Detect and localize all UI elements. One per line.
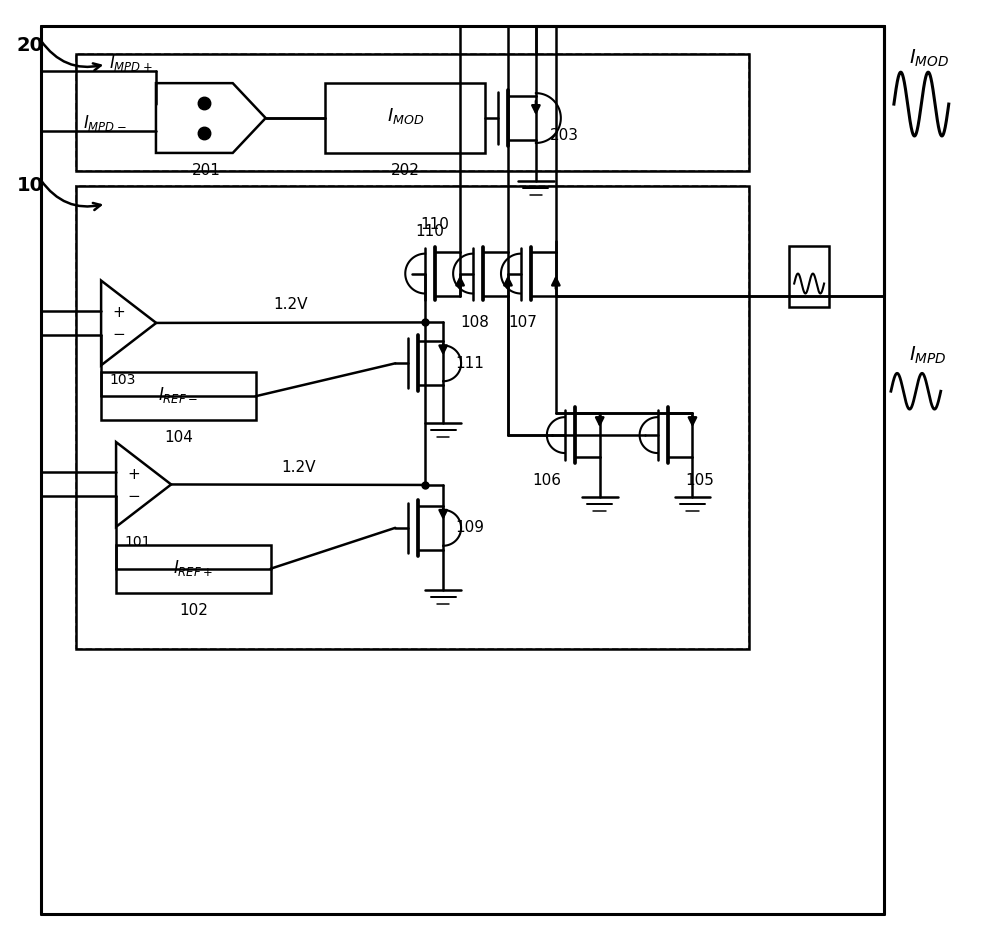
Text: 108: 108 xyxy=(461,315,490,330)
Text: 201: 201 xyxy=(191,163,220,178)
Text: 10: 10 xyxy=(16,176,43,194)
Text: 103: 103 xyxy=(110,373,136,387)
Text: 106: 106 xyxy=(532,473,561,488)
Text: +: + xyxy=(128,467,140,482)
Text: $I_{MPD}$: $I_{MPD}$ xyxy=(909,345,946,366)
Text: 101: 101 xyxy=(125,535,151,549)
Text: $I_{REF-}$: $I_{REF-}$ xyxy=(158,385,198,405)
Text: $-$: $-$ xyxy=(127,487,141,502)
Bar xyxy=(76,54,749,171)
Text: 105: 105 xyxy=(685,473,714,488)
Text: 109: 109 xyxy=(455,520,484,536)
Text: 1.2V: 1.2V xyxy=(281,460,315,475)
Text: 104: 104 xyxy=(164,430,193,445)
Bar xyxy=(116,545,271,593)
Text: 102: 102 xyxy=(179,602,208,618)
Text: $I_{MOD}$: $I_{MOD}$ xyxy=(387,106,424,126)
Text: $I_{MOD}$: $I_{MOD}$ xyxy=(909,48,949,69)
Bar xyxy=(76,186,749,650)
Polygon shape xyxy=(156,83,266,153)
Text: 110: 110 xyxy=(416,223,445,238)
Bar xyxy=(101,372,256,420)
Text: 203: 203 xyxy=(550,128,579,143)
Text: 20: 20 xyxy=(16,36,43,55)
Text: 111: 111 xyxy=(455,356,484,371)
Bar xyxy=(325,83,485,153)
Polygon shape xyxy=(116,442,171,526)
Text: $I_{MPD+}$: $I_{MPD+}$ xyxy=(109,53,153,73)
Text: 110: 110 xyxy=(420,217,449,232)
Text: +: + xyxy=(113,306,125,321)
Bar xyxy=(789,246,829,308)
Polygon shape xyxy=(101,280,156,366)
Text: 1.2V: 1.2V xyxy=(273,297,308,312)
Text: 107: 107 xyxy=(508,315,537,330)
Bar xyxy=(76,186,749,650)
Text: 202: 202 xyxy=(391,163,420,178)
Bar xyxy=(76,54,749,171)
Text: $I_{REF+}$: $I_{REF+}$ xyxy=(173,557,213,578)
Text: $I_{MPD-}$: $I_{MPD-}$ xyxy=(83,113,127,133)
Text: $-$: $-$ xyxy=(112,325,126,340)
